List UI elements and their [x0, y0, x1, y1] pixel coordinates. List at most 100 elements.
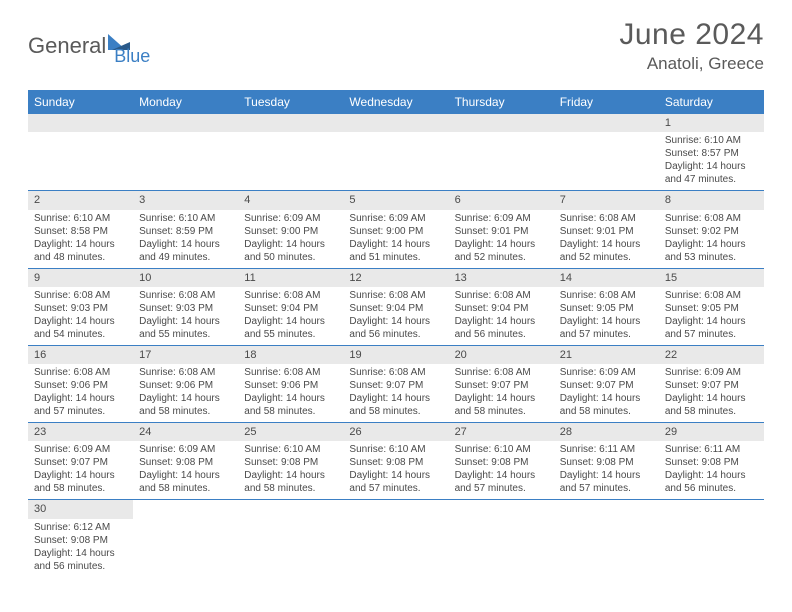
- calendar-day-cell: 5Sunrise: 6:09 AMSunset: 9:00 PMDaylight…: [343, 191, 448, 268]
- day-detail: Sunrise: 6:08 AMSunset: 9:03 PMDaylight:…: [28, 287, 133, 345]
- month-title: June 2024: [619, 18, 764, 52]
- day-number: 26: [343, 423, 448, 441]
- day-number: [28, 114, 133, 132]
- day-number: [238, 114, 343, 132]
- day-number: 6: [449, 191, 554, 209]
- day-number: 17: [133, 346, 238, 364]
- day-detail: Sunrise: 6:08 AMSunset: 9:01 PMDaylight:…: [554, 210, 659, 268]
- calendar-day-cell: [238, 114, 343, 191]
- day-number: [449, 114, 554, 132]
- calendar-table: Sunday Monday Tuesday Wednesday Thursday…: [28, 90, 764, 577]
- day-number: 9: [28, 269, 133, 287]
- day-number: 7: [554, 191, 659, 209]
- calendar-day-cell: [449, 114, 554, 191]
- day-detail: Sunrise: 6:12 AMSunset: 9:08 PMDaylight:…: [28, 519, 133, 577]
- day-detail: Sunrise: 6:08 AMSunset: 9:07 PMDaylight:…: [343, 364, 448, 422]
- day-number: 13: [449, 269, 554, 287]
- day-number: [343, 114, 448, 132]
- day-number: [659, 500, 764, 518]
- calendar-week-row: 30Sunrise: 6:12 AMSunset: 9:08 PMDayligh…: [28, 500, 764, 577]
- calendar-day-cell: 30Sunrise: 6:12 AMSunset: 9:08 PMDayligh…: [28, 500, 133, 577]
- day-number: 2: [28, 191, 133, 209]
- day-number: 11: [238, 269, 343, 287]
- day-detail: Sunrise: 6:10 AMSunset: 9:08 PMDaylight:…: [238, 441, 343, 499]
- calendar-day-cell: 21Sunrise: 6:09 AMSunset: 9:07 PMDayligh…: [554, 345, 659, 422]
- calendar-day-cell: 7Sunrise: 6:08 AMSunset: 9:01 PMDaylight…: [554, 191, 659, 268]
- day-detail: Sunrise: 6:11 AMSunset: 9:08 PMDaylight:…: [659, 441, 764, 499]
- day-number: 8: [659, 191, 764, 209]
- calendar-day-cell: 27Sunrise: 6:10 AMSunset: 9:08 PMDayligh…: [449, 423, 554, 500]
- day-number: [554, 114, 659, 132]
- calendar-day-cell: 1Sunrise: 6:10 AMSunset: 8:57 PMDaylight…: [659, 114, 764, 191]
- day-header: Friday: [554, 90, 659, 114]
- day-number: [238, 500, 343, 518]
- title-block: June 2024 Anatoli, Greece: [619, 18, 764, 74]
- calendar-week-row: 9Sunrise: 6:08 AMSunset: 9:03 PMDaylight…: [28, 268, 764, 345]
- calendar-day-cell: 10Sunrise: 6:08 AMSunset: 9:03 PMDayligh…: [133, 268, 238, 345]
- day-detail: Sunrise: 6:08 AMSunset: 9:05 PMDaylight:…: [659, 287, 764, 345]
- calendar-day-cell: [238, 500, 343, 577]
- day-detail: Sunrise: 6:08 AMSunset: 9:04 PMDaylight:…: [343, 287, 448, 345]
- calendar-day-cell: 22Sunrise: 6:09 AMSunset: 9:07 PMDayligh…: [659, 345, 764, 422]
- calendar-day-cell: [133, 500, 238, 577]
- day-header-row: Sunday Monday Tuesday Wednesday Thursday…: [28, 90, 764, 114]
- day-detail: Sunrise: 6:10 AMSunset: 8:58 PMDaylight:…: [28, 210, 133, 268]
- day-number: 5: [343, 191, 448, 209]
- day-number: 16: [28, 346, 133, 364]
- day-number: 12: [343, 269, 448, 287]
- day-detail: Sunrise: 6:09 AMSunset: 9:07 PMDaylight:…: [659, 364, 764, 422]
- day-number: 10: [133, 269, 238, 287]
- day-detail: Sunrise: 6:09 AMSunset: 9:00 PMDaylight:…: [238, 210, 343, 268]
- calendar-day-cell: 28Sunrise: 6:11 AMSunset: 9:08 PMDayligh…: [554, 423, 659, 500]
- day-detail: Sunrise: 6:09 AMSunset: 9:08 PMDaylight:…: [133, 441, 238, 499]
- calendar-day-cell: 20Sunrise: 6:08 AMSunset: 9:07 PMDayligh…: [449, 345, 554, 422]
- day-detail: Sunrise: 6:09 AMSunset: 9:01 PMDaylight:…: [449, 210, 554, 268]
- day-detail: Sunrise: 6:08 AMSunset: 9:07 PMDaylight:…: [449, 364, 554, 422]
- calendar-day-cell: [343, 114, 448, 191]
- day-header: Thursday: [449, 90, 554, 114]
- day-detail: Sunrise: 6:08 AMSunset: 9:06 PMDaylight:…: [238, 364, 343, 422]
- calendar-day-cell: 19Sunrise: 6:08 AMSunset: 9:07 PMDayligh…: [343, 345, 448, 422]
- calendar-day-cell: 4Sunrise: 6:09 AMSunset: 9:00 PMDaylight…: [238, 191, 343, 268]
- day-header: Wednesday: [343, 90, 448, 114]
- calendar-day-cell: 6Sunrise: 6:09 AMSunset: 9:01 PMDaylight…: [449, 191, 554, 268]
- calendar-body: 1Sunrise: 6:10 AMSunset: 8:57 PMDaylight…: [28, 114, 764, 577]
- calendar-day-cell: 24Sunrise: 6:09 AMSunset: 9:08 PMDayligh…: [133, 423, 238, 500]
- calendar-day-cell: [28, 114, 133, 191]
- calendar-day-cell: 8Sunrise: 6:08 AMSunset: 9:02 PMDaylight…: [659, 191, 764, 268]
- calendar-day-cell: [449, 500, 554, 577]
- day-detail: Sunrise: 6:08 AMSunset: 9:02 PMDaylight:…: [659, 210, 764, 268]
- day-number: 25: [238, 423, 343, 441]
- day-header: Tuesday: [238, 90, 343, 114]
- calendar-day-cell: 23Sunrise: 6:09 AMSunset: 9:07 PMDayligh…: [28, 423, 133, 500]
- logo-text-blue: Blue: [114, 46, 150, 67]
- day-detail: Sunrise: 6:10 AMSunset: 9:08 PMDaylight:…: [449, 441, 554, 499]
- day-number: 23: [28, 423, 133, 441]
- day-number: 1: [659, 114, 764, 132]
- calendar-week-row: 2Sunrise: 6:10 AMSunset: 8:58 PMDaylight…: [28, 191, 764, 268]
- day-detail: Sunrise: 6:11 AMSunset: 9:08 PMDaylight:…: [554, 441, 659, 499]
- calendar-day-cell: 14Sunrise: 6:08 AMSunset: 9:05 PMDayligh…: [554, 268, 659, 345]
- day-detail: Sunrise: 6:10 AMSunset: 8:59 PMDaylight:…: [133, 210, 238, 268]
- calendar-week-row: 16Sunrise: 6:08 AMSunset: 9:06 PMDayligh…: [28, 345, 764, 422]
- calendar-day-cell: 17Sunrise: 6:08 AMSunset: 9:06 PMDayligh…: [133, 345, 238, 422]
- day-number: 3: [133, 191, 238, 209]
- day-detail: Sunrise: 6:08 AMSunset: 9:04 PMDaylight:…: [238, 287, 343, 345]
- day-number: [554, 500, 659, 518]
- day-number: 21: [554, 346, 659, 364]
- calendar-day-cell: 3Sunrise: 6:10 AMSunset: 8:59 PMDaylight…: [133, 191, 238, 268]
- day-number: 18: [238, 346, 343, 364]
- day-number: 24: [133, 423, 238, 441]
- calendar-day-cell: 29Sunrise: 6:11 AMSunset: 9:08 PMDayligh…: [659, 423, 764, 500]
- calendar-day-cell: 2Sunrise: 6:10 AMSunset: 8:58 PMDaylight…: [28, 191, 133, 268]
- location-label: Anatoli, Greece: [619, 54, 764, 74]
- day-number: 30: [28, 500, 133, 518]
- page-header: General Blue June 2024 Anatoli, Greece: [0, 0, 792, 82]
- day-header: Monday: [133, 90, 238, 114]
- day-number: [133, 500, 238, 518]
- day-detail: Sunrise: 6:09 AMSunset: 9:07 PMDaylight:…: [28, 441, 133, 499]
- day-detail: Sunrise: 6:08 AMSunset: 9:06 PMDaylight:…: [133, 364, 238, 422]
- day-number: 4: [238, 191, 343, 209]
- logo-text-general: General: [28, 33, 106, 59]
- calendar-day-cell: [343, 500, 448, 577]
